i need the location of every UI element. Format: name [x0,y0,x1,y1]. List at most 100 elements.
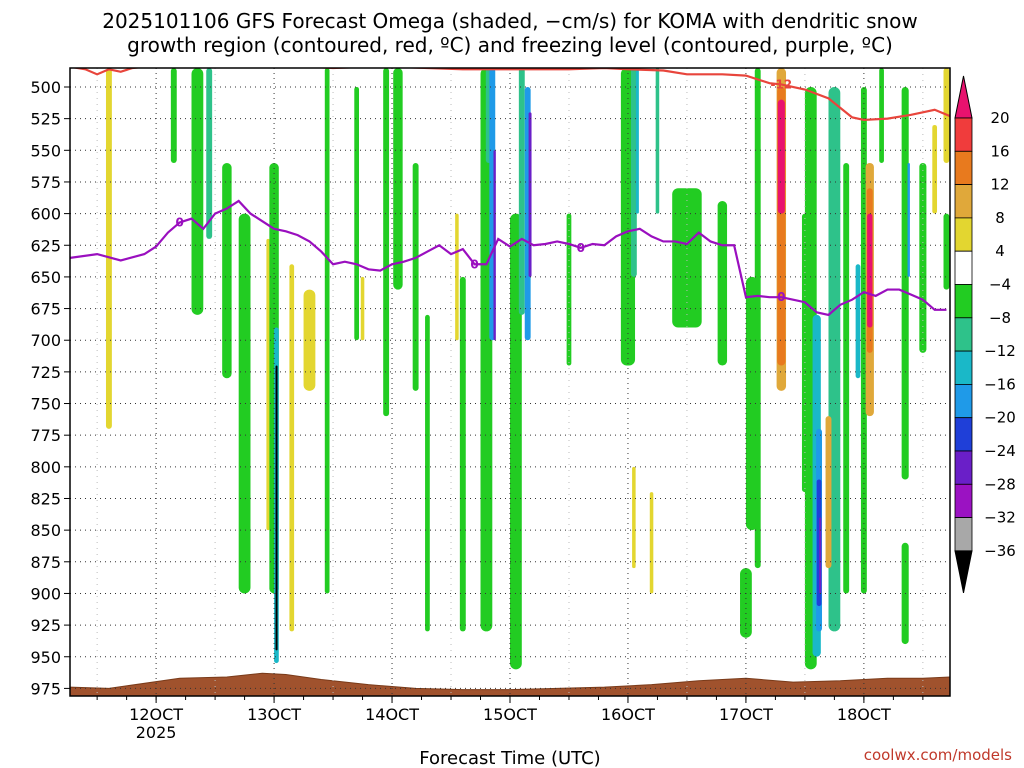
omega-cell-25 [510,213,522,670]
colorbar-bin-13 [954,517,973,552]
x-tick-label: 12OCT [129,705,183,724]
x-tick-year: 2025 [136,723,177,742]
omega-cell-21 [480,68,493,632]
y-tick-label: 975 [30,679,61,698]
omega-cell-31 [630,68,637,277]
omega-cell-64 [932,124,938,214]
y-tick-label: 925 [30,616,61,635]
y-tick-label: 875 [30,553,61,572]
omega-cell-35 [655,68,660,214]
colorbar-label: −32 [984,509,1016,527]
grid-lines [70,68,950,696]
omega-cell-29 [566,213,572,366]
dendritic-growth-contour [70,68,950,122]
y-tick-label: 825 [30,489,61,508]
omega-cell-18 [425,314,430,632]
freezing-level-contour-label: 0 [777,290,785,304]
colorbar-bin-4 [954,217,973,252]
colorbar-label: 12 [990,176,1009,194]
omega-cell-37 [717,200,728,366]
dendritic-growth-contour-label: -12 [770,77,792,91]
colorbar-bin-3 [954,184,973,219]
omega-cell-1 [170,68,177,163]
x-tick-label: 13OCT [247,705,301,724]
omega-cell-15 [383,68,390,417]
omega-cell-6 [266,238,270,531]
omega-cell-0 [105,68,112,429]
omega-cell-5 [238,213,251,594]
freezing-level-contour-label: 0 [577,241,585,255]
y-tick-label: 900 [30,584,61,603]
omega-cell-53 [855,264,861,379]
contour-lines: 0 0 0 0 -12 [70,68,950,317]
omega-cell-62 [919,162,927,353]
omega-cell-32 [635,68,639,214]
freezing-level-contour-label: 0 [470,257,478,271]
omega-cell-19 [455,213,459,341]
omega-cell-34 [649,492,654,594]
omega-cell-10 [289,264,295,632]
y-tick-label: 775 [30,426,61,445]
omega-cell-57 [867,213,873,328]
ground-surface [70,672,950,696]
colorbar-bin-9 [954,383,973,419]
omega-cell-39 [754,68,761,569]
omega-cell-58 [879,68,884,163]
omega-cell-59 [901,86,909,480]
omega-cell-28 [528,112,532,277]
colorbar-label: 4 [995,242,1005,260]
colorbar-bin-6 [954,284,973,319]
colorbar-bottom-arrow [954,550,973,593]
colorbar-label: 8 [995,209,1005,227]
colorbar-bin-1 [954,117,973,152]
y-tick-label: 625 [30,236,61,255]
y-tick-label: 850 [30,521,61,540]
omega-cell-60 [907,162,910,277]
y-tick-label: 500 [30,78,61,97]
y-tick-label: 725 [30,363,61,382]
x-tick-label: 16OCT [601,705,655,724]
x-tick-label: 17OCT [719,705,773,724]
y-tick-label: 700 [30,331,61,350]
omega-cell-14 [360,276,365,341]
y-tick-label: 950 [30,648,61,667]
colorbar-label: 16 [990,142,1009,160]
omega-cell-13 [354,86,360,341]
y-tick-label: 575 [30,173,61,192]
ground-terrain [70,672,950,696]
omega-cell-2 [191,68,204,315]
omega-cell-54 [825,416,832,569]
colorbar-label: −12 [984,342,1016,360]
omega-cell-16 [393,68,403,290]
y-tick-label: 675 [30,300,61,319]
omega-cell-4 [222,162,232,379]
omega-cell-26 [518,68,525,315]
omega-cell-11 [303,289,316,391]
colorbar-label: −8 [989,309,1011,327]
x-tick-label: 14OCT [365,705,419,724]
colorbar-bin-7 [954,317,973,352]
colorbar-bin-2 [954,150,973,186]
colorbar: 20 16 12 8 4 −4 −8 −12 −16 −20 −24 −28 −32 −36 [954,75,1016,593]
omega-cell-49 [819,517,822,594]
freezing-level-contour [70,199,947,317]
chart-title-line2: growth region (contoured, red, ºC) and f… [127,33,893,57]
omega-cell-12 [324,68,330,594]
colorbar-label: −24 [984,442,1016,460]
colorbar-bin-12 [954,483,973,518]
omega-cell-65 [943,213,950,290]
colorbar-top-arrow [954,75,973,119]
freezing-level-contour-label: 0 [176,215,184,229]
colorbar-label: −20 [984,409,1016,427]
omega-shading [105,68,950,670]
omega-cell-40 [740,568,752,638]
colorbar-bin-8 [954,350,973,385]
omega-cell-36 [672,188,702,328]
y-axis: 500 525 550 575 600 625 650 675 700 725 750 775 800 8… [30,78,70,698]
omega-cell-43 [777,99,785,214]
colorbar-label: 20 [990,109,1009,127]
y-tick-label: 650 [30,268,61,287]
colorbar-label: −16 [984,375,1016,393]
